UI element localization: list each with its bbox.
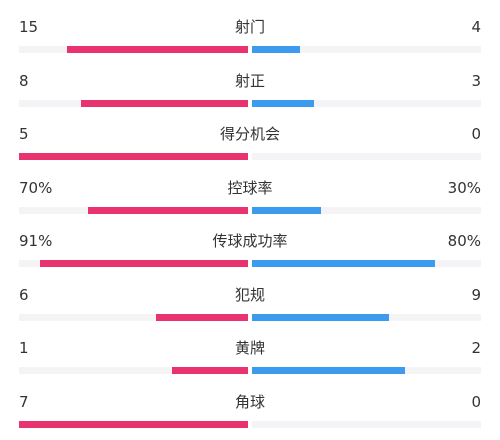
away-value: 4 — [471, 18, 481, 36]
stat-row: 7 角球 0 — [0, 381, 500, 433]
stat-row: 91% 传球成功率 80% — [0, 220, 500, 272]
stat-label: 得分机会 — [219, 125, 280, 143]
home-bar-track — [19, 153, 248, 160]
home-bar-fill — [156, 313, 248, 321]
home-bar-fill — [80, 99, 248, 107]
home-bar-track — [19, 260, 248, 267]
home-bar-fill — [39, 260, 248, 267]
stat-label: 角球 — [234, 392, 265, 411]
stat-label: 传球成功率 — [212, 232, 288, 250]
home-value: 70% — [19, 178, 53, 197]
stat-row: 6 犯规 9 — [0, 274, 500, 326]
home-bar-fill — [19, 420, 248, 428]
stat-label: 射正 — [234, 71, 265, 90]
stat-label: 控球率 — [227, 178, 273, 197]
home-bar-fill — [172, 367, 248, 374]
stat-row: 5 得分机会 0 — [0, 113, 500, 165]
away-bar-track — [252, 260, 481, 267]
stat-row: 70% 控球率 30% — [0, 167, 500, 219]
home-value: 6 — [19, 285, 29, 304]
home-bar-track — [19, 99, 248, 107]
stat-row: 1 黄牌 2 — [0, 327, 500, 379]
away-value: 80% — [447, 232, 481, 250]
away-bar-track — [252, 99, 481, 107]
home-bar-track — [19, 46, 248, 53]
home-value: 1 — [19, 339, 29, 357]
home-value: 5 — [19, 125, 29, 143]
away-bar-fill — [252, 313, 390, 321]
home-bar-fill — [87, 206, 248, 214]
away-value: 9 — [471, 285, 481, 304]
away-value: 2 — [471, 339, 481, 357]
away-value: 3 — [471, 71, 481, 90]
away-value: 0 — [471, 392, 481, 411]
home-bar-track — [19, 420, 248, 428]
stat-row: 8 射正 3 — [0, 60, 500, 112]
away-value: 30% — [447, 178, 481, 197]
home-value: 15 — [19, 18, 39, 36]
stat-row: 15 射门 4 — [0, 6, 500, 58]
stat-label: 黄牌 — [234, 339, 265, 357]
away-bar-track — [252, 153, 481, 160]
home-value: 91% — [19, 232, 53, 250]
away-bar-fill — [252, 206, 321, 214]
home-bar-track — [19, 313, 248, 321]
home-bar-track — [19, 206, 248, 214]
away-bar-track — [252, 313, 481, 321]
home-value: 7 — [19, 392, 29, 411]
home-value: 8 — [19, 71, 29, 90]
away-bar-track — [252, 206, 481, 214]
home-bar-track — [19, 367, 248, 374]
away-bar-fill — [252, 260, 436, 267]
away-value: 0 — [471, 125, 481, 143]
away-bar-fill — [252, 99, 314, 107]
away-bar-track — [252, 420, 481, 428]
stat-label: 射门 — [234, 18, 265, 36]
home-bar-fill — [19, 153, 248, 160]
stat-label: 犯规 — [234, 285, 265, 304]
away-bar-fill — [252, 367, 406, 374]
away-bar-track — [252, 367, 481, 374]
away-bar-fill — [252, 46, 301, 53]
away-bar-track — [252, 46, 481, 53]
home-bar-fill — [67, 46, 248, 53]
